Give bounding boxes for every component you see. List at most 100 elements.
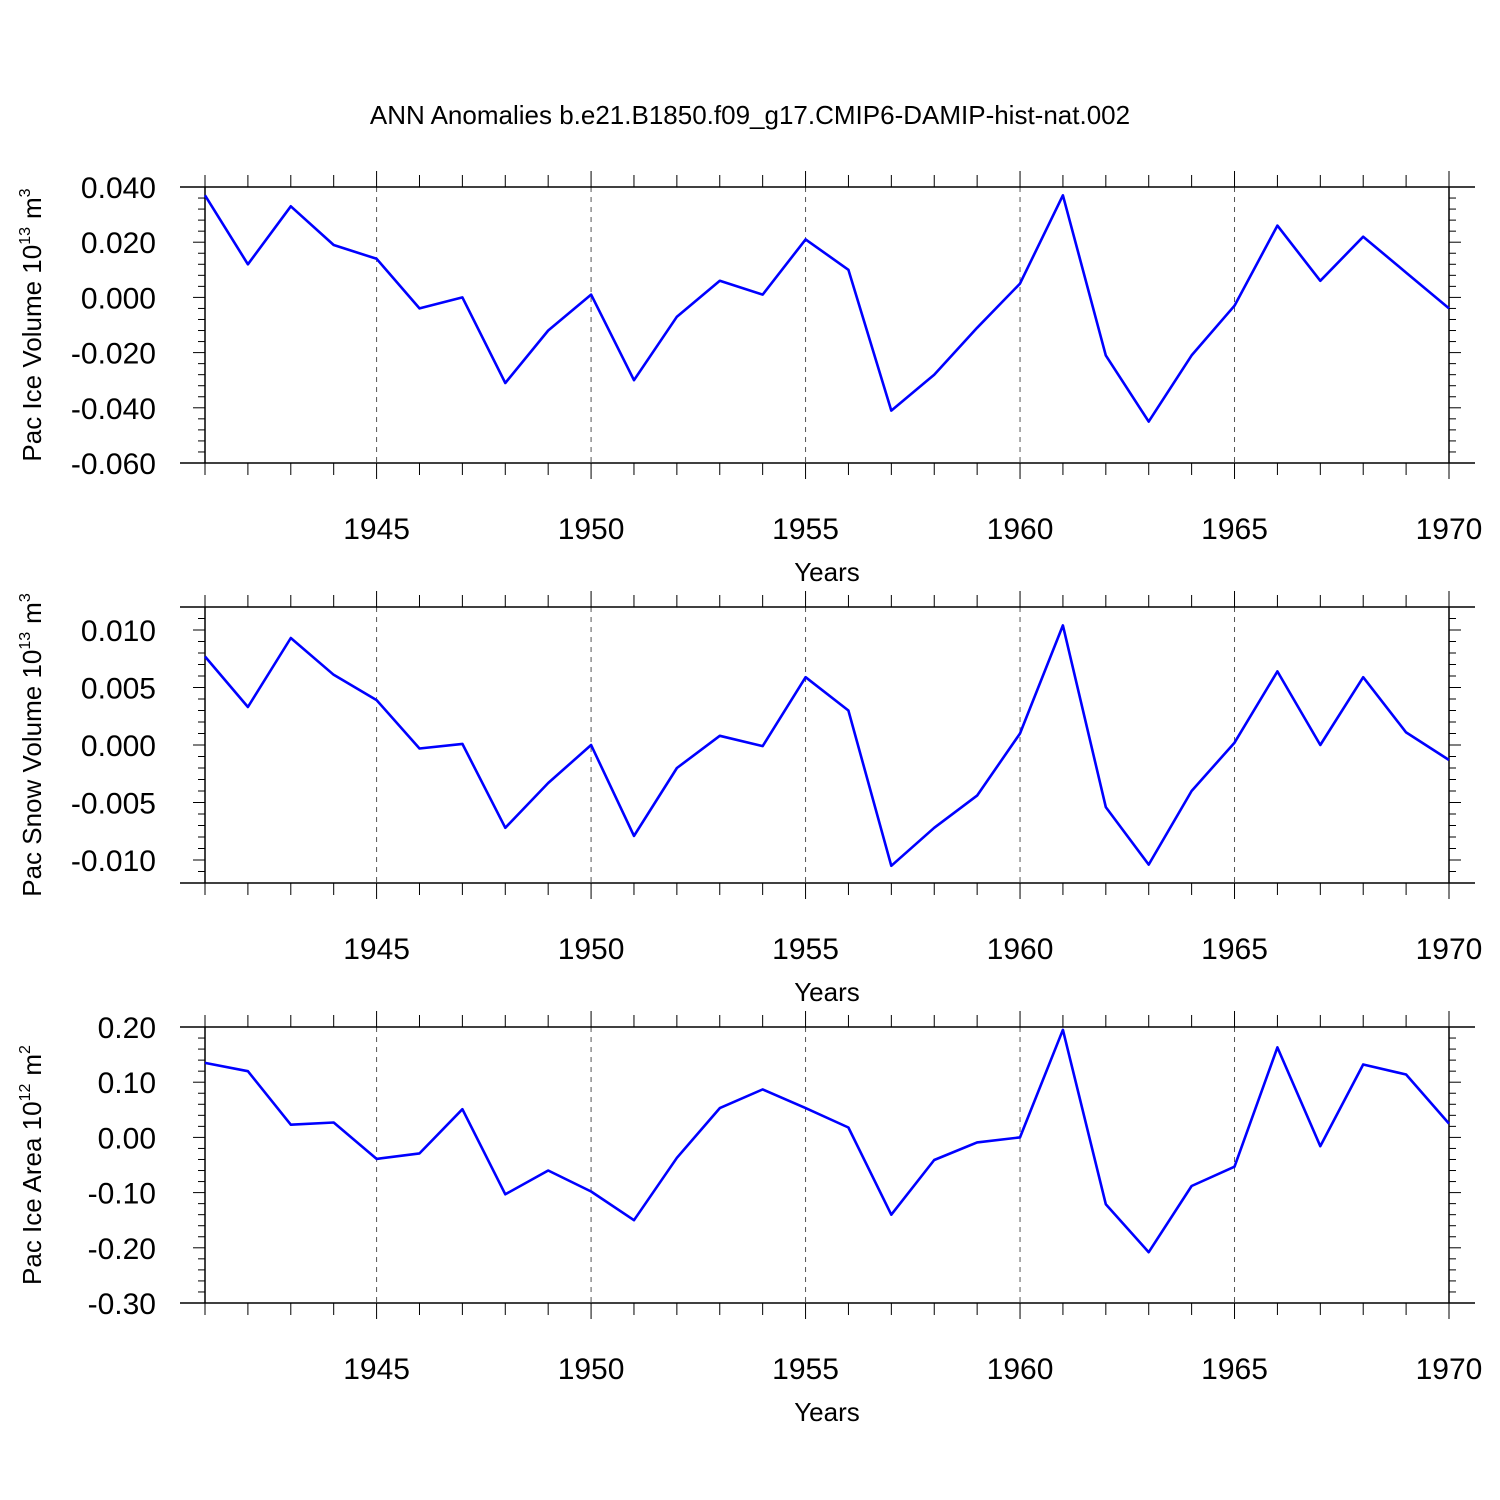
data-point (203, 1061, 207, 1065)
data-point (675, 1156, 679, 1160)
data-point (375, 698, 379, 702)
y-tick-label: -0.040 (71, 393, 156, 426)
data-point (1404, 271, 1408, 275)
data-point (417, 1151, 421, 1155)
data-point (1104, 1202, 1108, 1206)
y-tick-label: 0.010 (81, 615, 156, 648)
data-point (1190, 353, 1194, 357)
y-tick-label: -0.020 (71, 338, 156, 371)
data-point (1447, 306, 1451, 310)
y-tick-label: 0.20 (98, 1012, 156, 1045)
x-tick-label: 1955 (772, 1353, 839, 1386)
y-axis-label-unit: m (17, 1054, 47, 1076)
y-axis-label: Pac Ice Volume 1013 m3 (17, 188, 47, 461)
y-axis-label-unit-exp: 3 (17, 593, 34, 602)
data-point (1147, 1250, 1151, 1254)
data-point (1361, 1063, 1365, 1067)
data-point (632, 1218, 636, 1222)
y-axis-label-main: Pac Ice Volume 10 (17, 245, 47, 462)
data-point (761, 293, 765, 297)
y-tick-label: -0.20 (88, 1233, 156, 1266)
data-point (460, 742, 464, 746)
data-point (1318, 1144, 1322, 1148)
x-tick-label: 1945 (343, 1353, 410, 1386)
x-tick-label: 1965 (1201, 1353, 1268, 1386)
panel-1: 0.040 0.020 0.000 -0.020 -0.040 -0.060 1945 195… (17, 171, 1482, 587)
data-point (889, 1213, 893, 1217)
data-point (804, 237, 808, 241)
data-point (332, 243, 336, 247)
y-axis-label-exp: 13 (17, 227, 34, 245)
y-axis-label-exp: 13 (17, 632, 34, 650)
y-tick-label: 0.000 (81, 282, 156, 315)
y-tick-label: -0.060 (71, 448, 156, 481)
x-tick-label: 1960 (987, 933, 1054, 966)
x-axis-label: Years (794, 977, 860, 1007)
data-point (718, 1106, 722, 1110)
x-tick-label: 1965 (1201, 933, 1268, 966)
data-point (846, 1125, 850, 1129)
data-point (1361, 235, 1365, 239)
data-point (1018, 1135, 1022, 1139)
chart-title: ANN Anomalies b.e21.B1850.f09_g17.CMIP6-… (370, 100, 1130, 130)
data-point (289, 636, 293, 640)
y-tick-label: -0.005 (71, 788, 156, 821)
y-tick-label: 0.000 (81, 730, 156, 763)
y-axis-label-exp: 12 (17, 1084, 34, 1102)
data-point (675, 766, 679, 770)
y-axis-label-unit: m (17, 602, 47, 624)
data-point (1147, 863, 1151, 867)
data-point (203, 193, 207, 197)
y-axis-label: Pac Snow Volume 1013 m3 (17, 593, 47, 897)
data-point (589, 1189, 593, 1193)
data-point (761, 744, 765, 748)
panel-3: 0.20 0.10 0.00 -0.10 -0.20 -0.30 1945 1950 1955 1… (17, 1011, 1482, 1427)
data-point (289, 204, 293, 208)
data-point (975, 1140, 979, 1144)
data-point (632, 378, 636, 382)
y-tick-label: 0.040 (81, 172, 156, 205)
panel-2: 0.010 0.005 0.000 -0.005 -0.010 1945 1950 1955 1… (17, 591, 1482, 1007)
y-tick-label: -0.10 (88, 1178, 156, 1211)
data-point (804, 675, 808, 679)
series-line (203, 194, 1450, 423)
y-axis-label-main: Pac Ice Area 10 (17, 1101, 47, 1285)
data-point (1190, 789, 1194, 793)
data-point (546, 1169, 550, 1173)
data-point (417, 306, 421, 310)
series-line (204, 624, 1450, 868)
data-point (289, 1123, 293, 1127)
data-point (1147, 420, 1151, 424)
y-axis-label-unit: m (17, 197, 47, 219)
data-point (246, 705, 250, 709)
data-point (846, 709, 850, 713)
panels: 0.040 0.020 0.000 -0.020 -0.040 -0.060 1945 195… (17, 171, 1482, 1427)
data-point (375, 257, 379, 261)
data-point (1061, 1028, 1065, 1032)
data-point (332, 673, 336, 677)
data-point (503, 1192, 507, 1196)
data-point (1361, 675, 1365, 679)
data-point (1233, 741, 1237, 745)
x-tick-label: 1955 (772, 513, 839, 546)
data-point (375, 1157, 379, 1161)
x-tick-label: 1950 (558, 1353, 625, 1386)
x-tick-label: 1950 (558, 513, 625, 546)
data-point (460, 295, 464, 299)
data-point (589, 293, 593, 297)
data-point (589, 743, 593, 747)
x-tick-label: 1970 (1416, 933, 1483, 966)
data-point (1404, 730, 1408, 734)
y-tick-label: -0.30 (88, 1288, 156, 1321)
data-point (1275, 1045, 1279, 1049)
x-tick-label: 1945 (343, 933, 410, 966)
data-point (1018, 282, 1022, 286)
data-point (1318, 743, 1322, 747)
data-point (417, 746, 421, 750)
data-point (1318, 279, 1322, 283)
data-point (632, 834, 636, 838)
x-axis-label: Years (794, 1397, 860, 1427)
x-axis-label: Years (794, 557, 860, 587)
data-point (546, 781, 550, 785)
